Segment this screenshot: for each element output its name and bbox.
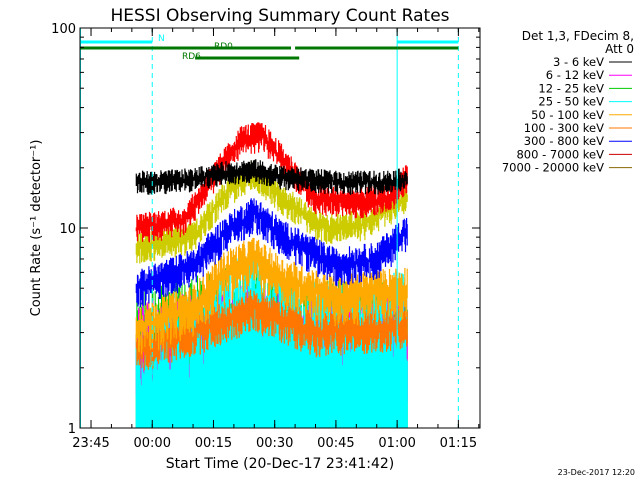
series-3-6-kev [135, 159, 408, 195]
x-axis: 23:45 00:00 00:15 00:30 00:45 01:00 01:15 [72, 28, 480, 451]
series-25-50-kev [135, 252, 408, 428]
legend-label: 300 - 800 keV [524, 134, 604, 148]
legend-label: 25 - 50 keV [538, 95, 604, 109]
y-axis: 1 10 100 [51, 22, 480, 437]
flag-label-n: N [158, 34, 165, 44]
y-axis-label: Count Rate (s⁻¹ detector⁻¹) [29, 140, 44, 317]
series-red [135, 122, 408, 243]
legend-label: 100 - 300 keV [524, 121, 604, 135]
legend-label: 3 - 6 keV [553, 55, 604, 69]
legend-title-line1: Det 1,3, FDecim 8, [522, 29, 634, 43]
plot-timestamp: 23-Dec-2017 12:20 [558, 468, 635, 477]
y-tick-label: 10 [59, 222, 76, 237]
chart-title: HESSI Observing Summary Count Rates [110, 6, 449, 26]
x-tick-label: 00:00 [134, 436, 171, 451]
x-tick-label: 00:45 [317, 436, 354, 451]
y-tick-label: 100 [51, 22, 76, 37]
x-tick-label: 23:45 [72, 436, 109, 451]
x-tick-label: 00:15 [195, 436, 232, 451]
legend-label: 7000 - 20000 keV [502, 161, 604, 175]
series-50-100-kev [135, 237, 408, 354]
plot-area: N RD0 RD6 [80, 28, 459, 428]
legend-label: 12 - 25 keV [538, 81, 604, 95]
legend-title-line2: Att 0 [605, 42, 634, 56]
x-tick-label: 01:00 [378, 436, 415, 451]
flag-label-rd0: RD0 [214, 42, 233, 52]
x-tick-label: 00:30 [256, 436, 293, 451]
x-axis-label: Start Time (20-Dec-17 23:41:42) [166, 456, 394, 472]
series-300-800-kev [135, 198, 408, 307]
legend-label: 800 - 7000 keV [516, 147, 604, 161]
flag-label-rd6: RD6 [182, 52, 201, 62]
legend-label: 50 - 100 keV [531, 108, 604, 122]
legend-label: 6 - 12 keV [546, 68, 604, 82]
y-tick-label: 1 [68, 422, 76, 437]
x-tick-label: 01:15 [440, 436, 477, 451]
